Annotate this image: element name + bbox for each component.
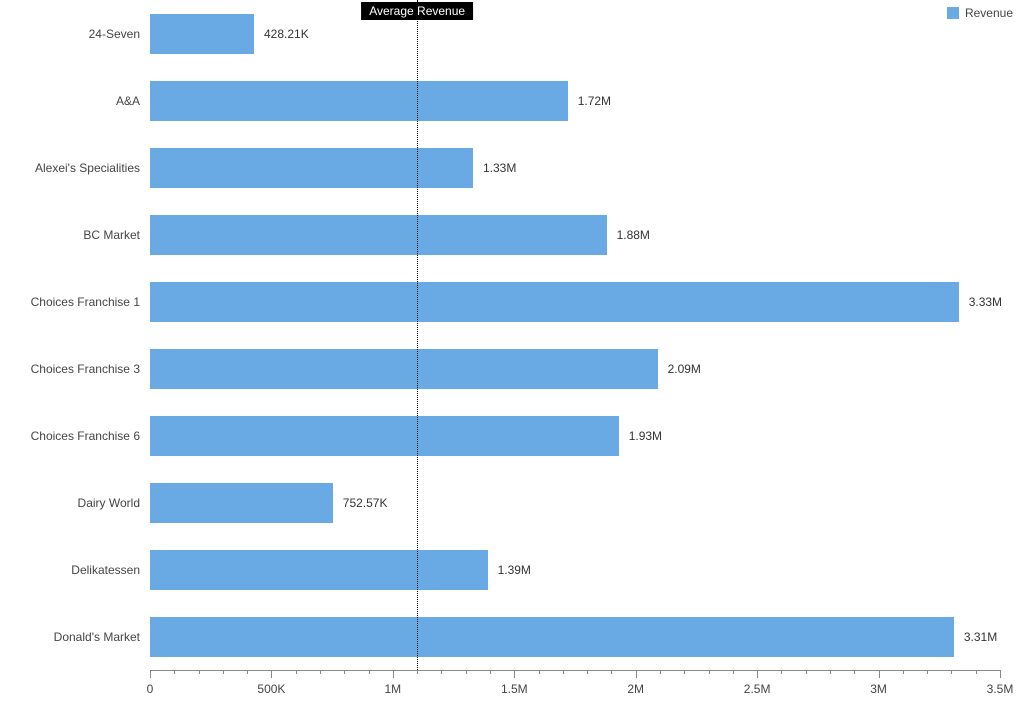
bar [150, 81, 568, 121]
category-label: A&A [116, 94, 140, 108]
x-axis-minor-tick [490, 670, 491, 674]
x-axis-minor-tick [781, 670, 782, 674]
x-axis-minor-tick [174, 670, 175, 674]
bar-value-label: 428.21K [264, 27, 309, 41]
x-axis-major-tick [514, 670, 515, 678]
bar [150, 617, 954, 657]
bar-value-label: 1.33M [483, 161, 516, 175]
legend-label: Revenue [965, 6, 1013, 20]
x-axis-minor-tick [247, 670, 248, 674]
x-axis-tick-label: 2M [627, 682, 644, 696]
x-axis-minor-tick [830, 670, 831, 674]
bar [150, 349, 658, 389]
category-label: Dairy World [78, 496, 140, 510]
bar-value-label: 2.09M [668, 362, 701, 376]
x-axis-minor-tick [976, 670, 977, 674]
x-axis-minor-tick [344, 670, 345, 674]
x-axis-tick-label: 500K [257, 682, 285, 696]
x-axis-minor-tick [539, 670, 540, 674]
bar [150, 416, 619, 456]
x-axis-major-tick [1000, 670, 1001, 678]
x-axis-minor-tick [466, 670, 467, 674]
x-axis-minor-tick [441, 670, 442, 674]
x-axis-minor-tick [927, 670, 928, 674]
x-axis-tick-label: 1M [385, 682, 402, 696]
category-label: Choices Franchise 1 [31, 295, 140, 309]
reference-line [417, 0, 418, 670]
bar [150, 282, 959, 322]
x-axis-minor-tick [587, 670, 588, 674]
x-axis-major-tick [393, 670, 394, 678]
legend-swatch [947, 7, 959, 19]
x-axis-major-tick [636, 670, 637, 678]
x-axis-line [150, 670, 1000, 671]
bar-value-label: 3.31M [964, 630, 997, 644]
bar [150, 148, 473, 188]
x-axis-major-tick [271, 670, 272, 678]
bar-value-label: 1.72M [578, 94, 611, 108]
x-axis-minor-tick [417, 670, 418, 674]
x-axis-minor-tick [369, 670, 370, 674]
bar-value-label: 3.33M [969, 295, 1002, 309]
x-axis-major-tick [879, 670, 880, 678]
bar-value-label: 752.57K [343, 496, 388, 510]
chart-stage: Revenue 0 500K 1M 1.5M 2M 2.5M 3M 3.5M 24-Seven 4… [0, 0, 1033, 714]
x-axis-minor-tick [199, 670, 200, 674]
x-axis-minor-tick [684, 670, 685, 674]
legend: Revenue [947, 6, 1013, 20]
x-axis-tick-label: 3.5M [987, 682, 1014, 696]
bar [150, 483, 333, 523]
category-label: Choices Franchise 6 [31, 429, 140, 443]
bar [150, 550, 488, 590]
x-axis-minor-tick [709, 670, 710, 674]
bar [150, 215, 607, 255]
x-axis-minor-tick [806, 670, 807, 674]
category-label: Donald's Market [54, 630, 140, 644]
x-axis-minor-tick [903, 670, 904, 674]
category-label: Alexei's Specialities [35, 161, 140, 175]
category-label: BC Market [83, 228, 140, 242]
x-axis-tick-label: 1.5M [501, 682, 528, 696]
category-label: Choices Franchise 3 [31, 362, 140, 376]
category-label: Delikatessen [71, 563, 140, 577]
x-axis-minor-tick [296, 670, 297, 674]
x-axis-major-tick [757, 670, 758, 678]
x-axis-minor-tick [951, 670, 952, 674]
category-label: 24-Seven [89, 27, 140, 41]
bar [150, 14, 254, 54]
x-axis-minor-tick [223, 670, 224, 674]
x-axis-tick-label: 0 [147, 682, 154, 696]
x-axis-major-tick [150, 670, 151, 678]
bar-value-label: 1.39M [498, 563, 531, 577]
reference-line-label: Average Revenue [361, 2, 473, 20]
bar-value-label: 1.93M [629, 429, 662, 443]
x-axis-minor-tick [733, 670, 734, 674]
x-axis-minor-tick [563, 670, 564, 674]
x-axis-minor-tick [854, 670, 855, 674]
x-axis-minor-tick [611, 670, 612, 674]
x-axis-minor-tick [320, 670, 321, 674]
x-axis-tick-label: 2.5M [744, 682, 771, 696]
x-axis-minor-tick [660, 670, 661, 674]
x-axis-tick-label: 3M [870, 682, 887, 696]
bar-value-label: 1.88M [617, 228, 650, 242]
